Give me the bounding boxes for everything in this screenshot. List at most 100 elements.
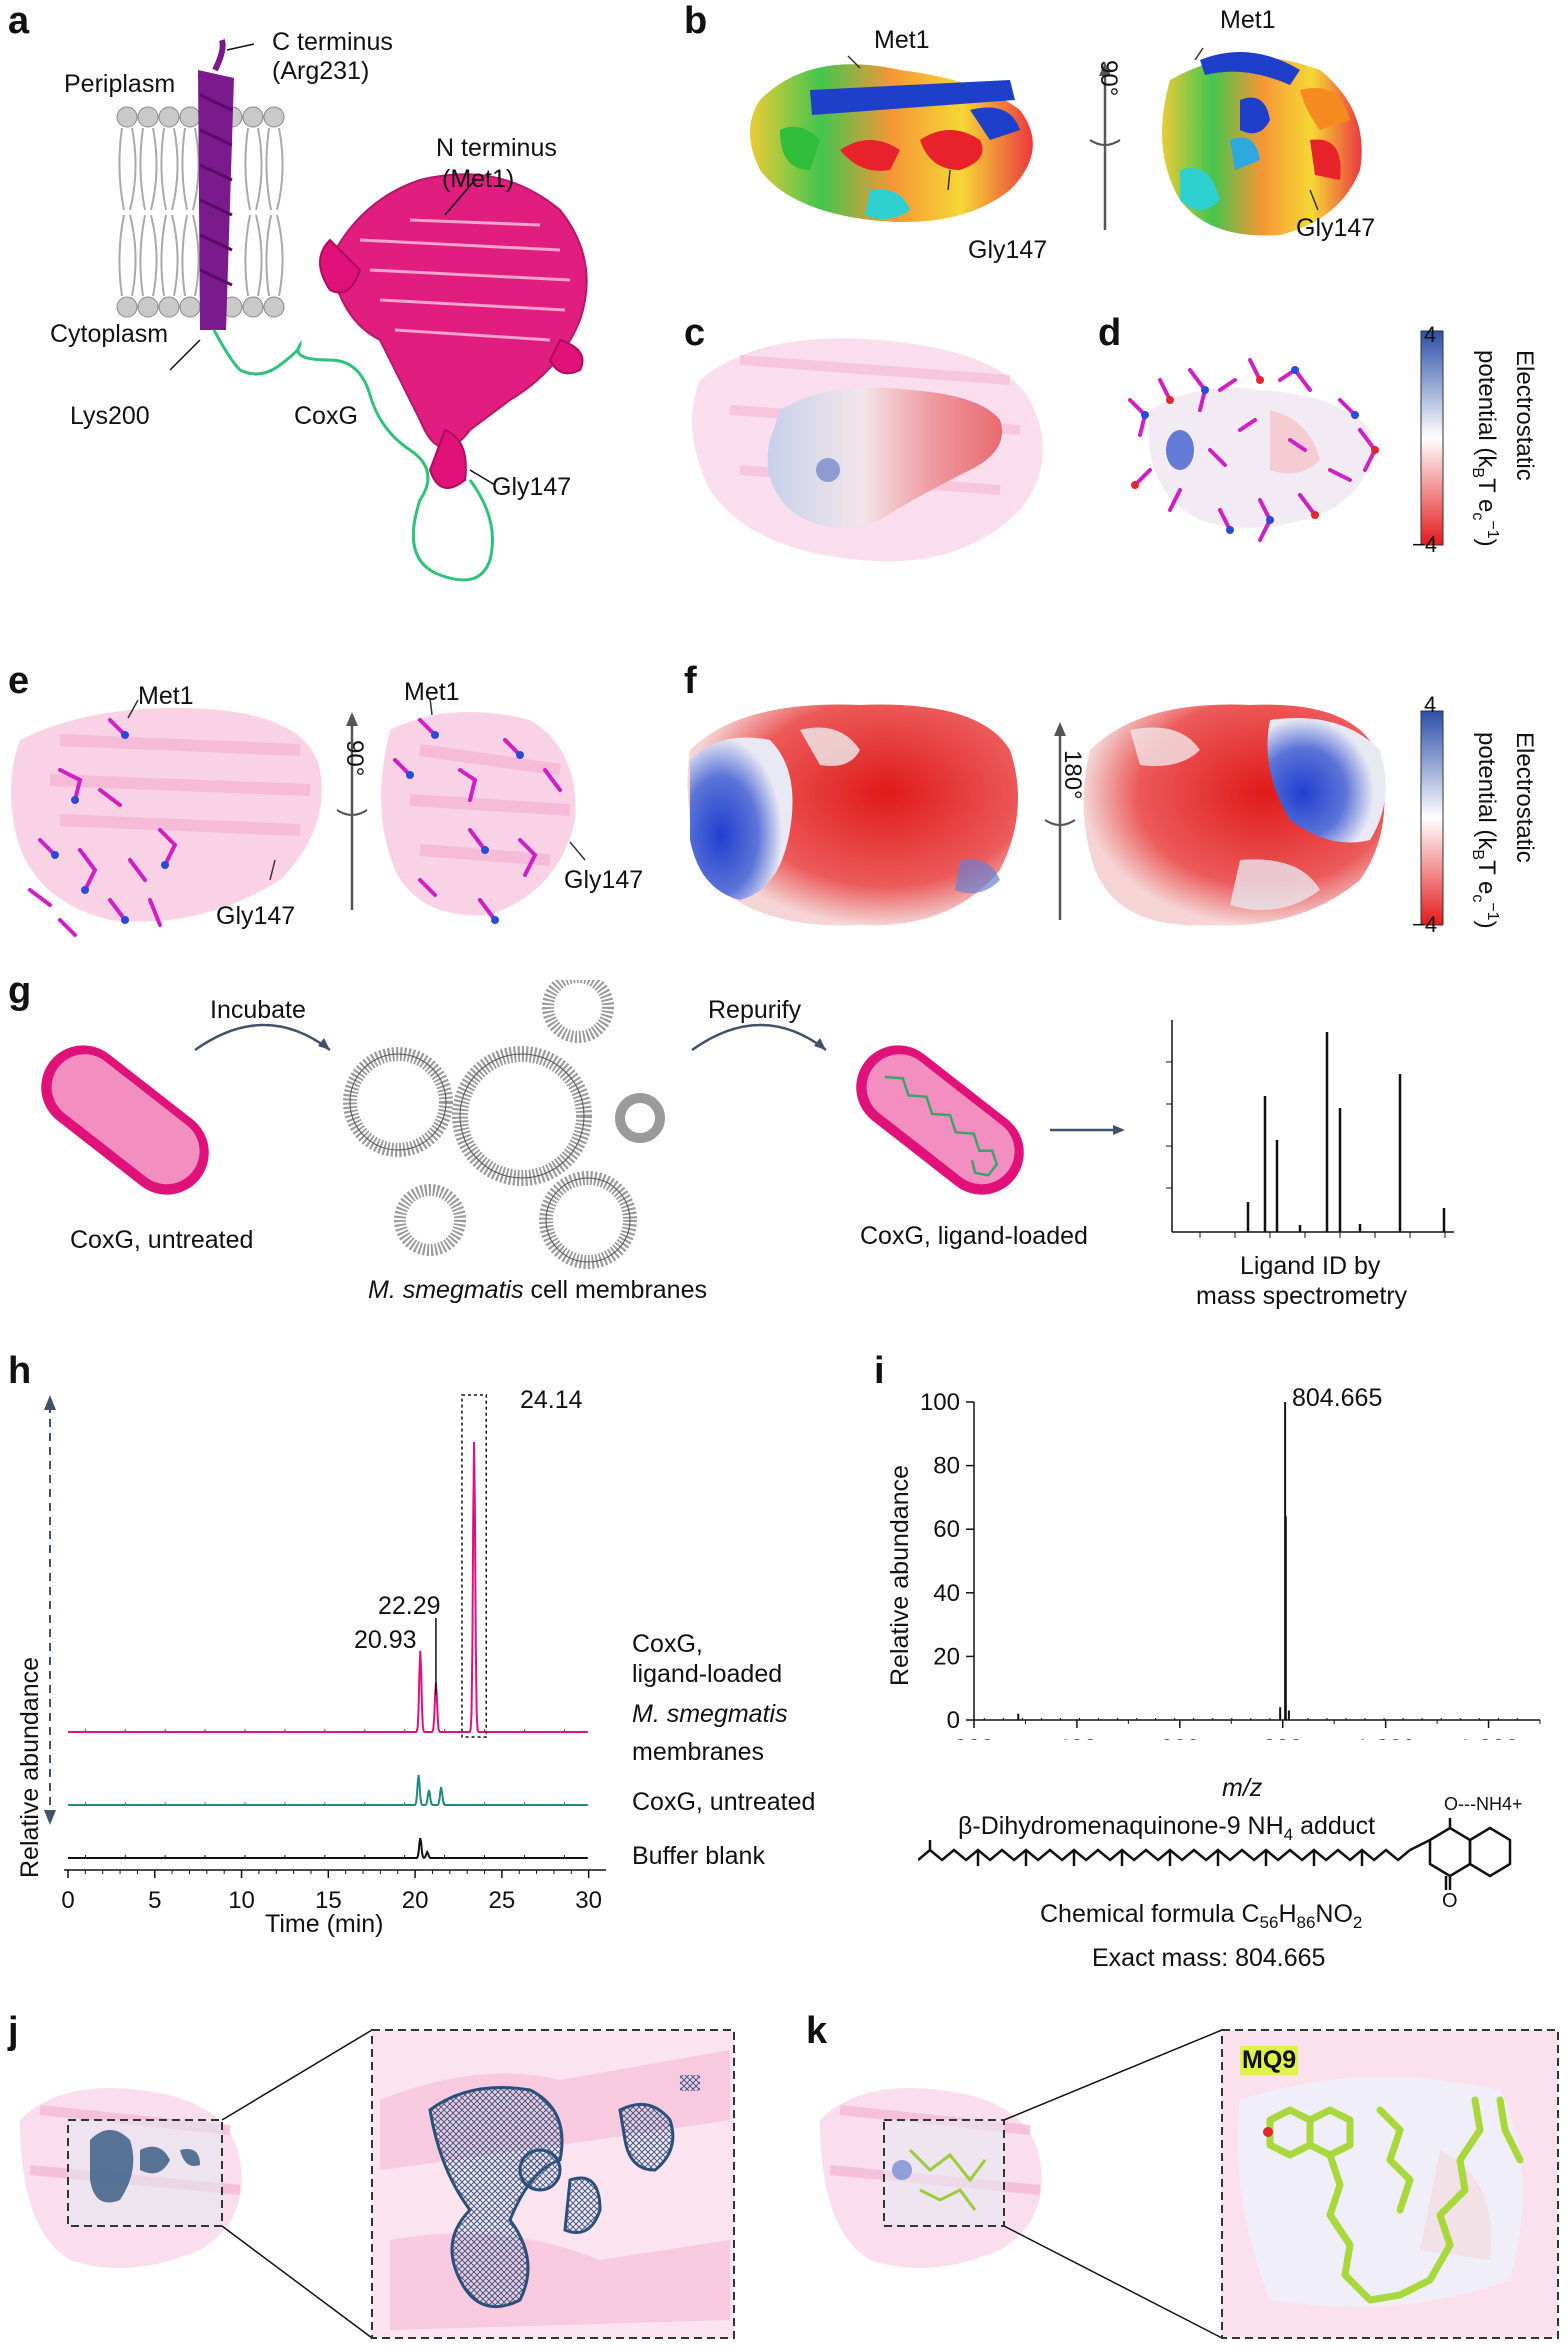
structure-b-right — [1162, 52, 1362, 236]
i-oxygen-top: O---NH4+ — [1444, 1794, 1523, 1814]
structure-b-left — [750, 64, 1033, 223]
mass-spectrum-chart: 0 20 40 60 80 100 200 400 600 800 1,000 1,200 — [920, 1389, 1541, 1740]
h-x-tick-label: 30 — [575, 1887, 602, 1914]
colorbar-f-t: T e — [1473, 860, 1500, 895]
k-small-view — [820, 2088, 1042, 2268]
colorbar-d — [1420, 330, 1444, 546]
panel-c-surface — [692, 338, 1043, 562]
mass-spectrum-cartoon — [1166, 1020, 1454, 1238]
h-x-tick-label: 15 — [315, 1887, 342, 1914]
colorbar-d-max: 4 — [1424, 322, 1437, 347]
panel-letter-j: j — [8, 2010, 19, 2052]
panel-letter-a: a — [8, 0, 30, 42]
b-rotation-label: 90° — [1095, 60, 1122, 97]
h-trace2-label-italic: M. smegmatis — [632, 1700, 788, 1728]
h-trace2-label-b: membranes — [632, 1738, 764, 1766]
b-gly147-left-label: Gly147 — [968, 236, 1048, 264]
i-x-tick-label: 600 — [1160, 1735, 1200, 1740]
h-peak-b-label: 20.93 — [354, 1626, 417, 1654]
i-compound-sub: 4 — [1283, 1825, 1294, 1844]
h-x-tick-label: 0 — [61, 1887, 74, 1914]
rotation-arrow-e — [336, 712, 368, 910]
h-peak-a-label: 22.29 — [378, 1592, 441, 1620]
panel-letter-d: d — [1098, 312, 1122, 354]
colorbar-f — [1420, 710, 1444, 926]
j-zoom-line-top — [221, 2029, 373, 2121]
colorbar-d-title-line2: potential (k — [1473, 350, 1500, 468]
colorbar-f-title: Electrostatic potential (kBT ec−1) — [1461, 732, 1540, 929]
i-formula-o: 2 — [1352, 1913, 1363, 1932]
c-terminus-residue-label: (Arg231) — [272, 57, 370, 85]
h-x-tick-label: 20 — [402, 1887, 429, 1914]
gly147-label: Gly147 — [492, 473, 572, 501]
transmembrane-helix — [198, 39, 234, 330]
structure-e-left — [11, 708, 322, 937]
e-met1-right-label: Met1 — [404, 678, 460, 706]
i-xlabel: m/z — [1222, 1774, 1262, 1803]
e-met1-left-label: Met1 — [138, 682, 194, 710]
coxg-label: CoxG — [294, 402, 358, 430]
j-zoom-line-bottom — [221, 2225, 373, 2339]
colorbar-d-sup: −1 — [1484, 520, 1501, 539]
structure-e-right — [381, 712, 576, 924]
membranes-label: M. smegmatis cell membranes — [368, 1276, 707, 1305]
rotation-arrow-b — [1089, 62, 1121, 230]
repurify-label: Repurify — [708, 996, 802, 1024]
colorbar-d-min: −4 — [1412, 532, 1438, 557]
cytoplasm-label: Cytoplasm — [50, 320, 169, 348]
e-gly147-right-label: Gly147 — [564, 866, 644, 894]
i-exact-mass-label: Exact mass: 804.665 — [1092, 1944, 1326, 1972]
i-ylabel: Relative abundance — [886, 1465, 914, 1686]
panel-j-density — [20, 2029, 735, 2339]
panel-letter-g: g — [8, 970, 32, 1012]
colorbar-f-title-line1: Electrostatic — [1511, 732, 1538, 863]
repurify-arrow — [691, 1023, 827, 1052]
h-x-tick-label: 25 — [489, 1887, 516, 1914]
i-y-tick-label: 100 — [920, 1389, 960, 1416]
incubate-arrow — [194, 1023, 331, 1052]
n-terminus-label: N terminus — [436, 134, 557, 162]
h-trace2-label-a: M. smegmatis — [632, 1700, 788, 1729]
coxg-untreated-label: CoxG, untreated — [70, 1226, 254, 1254]
i-compound-main: β-Dihydromenaquinone-9 NH — [958, 1812, 1284, 1840]
h-peak-box — [461, 1394, 488, 1738]
n-terminal-domain — [319, 173, 588, 489]
i-xlabel-text: m/z — [1222, 1774, 1263, 1802]
colorbar-f-sup: −1 — [1484, 902, 1501, 921]
panel-b-structures — [750, 47, 1362, 236]
colorbar-d-sub-b: B — [1469, 467, 1487, 479]
h-peak-main-label: 24.14 — [520, 1386, 583, 1414]
h-trace3-label: CoxG, untreated — [632, 1788, 816, 1816]
n-terminus-residue-label: (Met1) — [442, 165, 515, 193]
h-trace-3 — [68, 1774, 588, 1806]
b-met1-right-label: Met1 — [1220, 6, 1276, 34]
rotation-arrow-f — [1044, 722, 1076, 920]
h-ylabel: Relative abundance — [16, 1657, 44, 1878]
f-rotation-label: 180° — [1059, 750, 1086, 800]
h-trace-4 — [68, 1837, 588, 1859]
h-x-tick-label: 10 — [228, 1887, 255, 1914]
h-y-arrow-top — [44, 1395, 56, 1410]
panel-e-structures — [11, 697, 586, 937]
i-x-tick-label: 800 — [1263, 1735, 1303, 1740]
i-formula-c: 56 — [1259, 1913, 1279, 1932]
i-formula-label: Chemical formula C56H86NO2 — [1040, 1900, 1363, 1932]
colorbar-d-title: Electrostatic potential (kBT ec−1) — [1461, 350, 1540, 547]
colorbar-f-min: −4 — [1412, 912, 1438, 937]
e-gly147-left-label: Gly147 — [216, 902, 296, 930]
h-trace-1 — [68, 1441, 588, 1733]
panel-letter-k: k — [806, 2010, 828, 2052]
panel-f-surfaces — [687, 704, 1386, 926]
i-y-tick-label: 0 — [947, 1707, 960, 1734]
k-zoom-line-bottom — [1003, 2225, 1223, 2339]
i-y-tick-label: 20 — [933, 1643, 960, 1670]
panel-letter-h: h — [8, 1350, 32, 1392]
membranes-italic: M. smegmatis — [368, 1276, 524, 1304]
panel-g-workflow — [41, 980, 1454, 1269]
e-rotation-label: 90° — [341, 740, 368, 777]
coxg-linker — [212, 329, 494, 582]
h-trace1-label-b: ligand-loaded — [632, 1660, 783, 1688]
panel-letter-b: b — [684, 0, 708, 42]
h-x-tick-label: 5 — [148, 1887, 161, 1914]
i-oxygen-bottom: O — [1442, 1890, 1458, 1912]
